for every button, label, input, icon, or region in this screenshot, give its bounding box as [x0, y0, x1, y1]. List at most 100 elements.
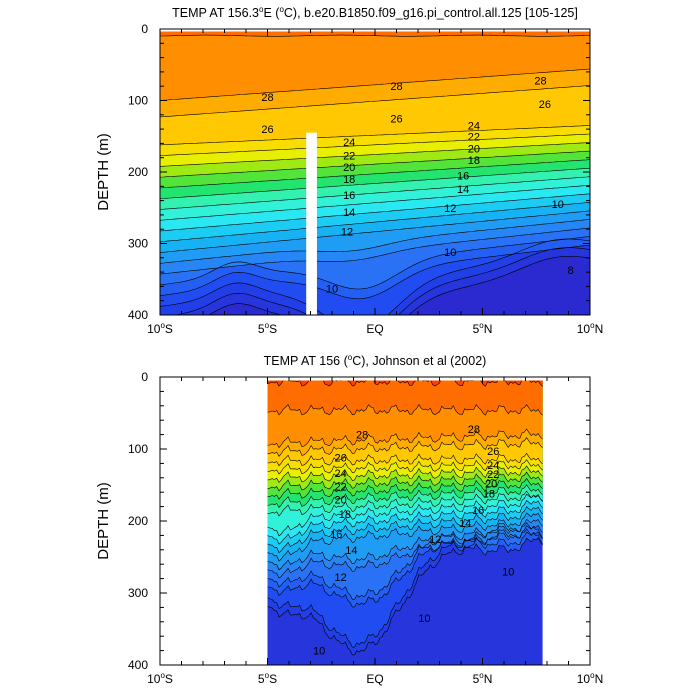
contour-label: 18	[483, 489, 495, 501]
contour-line	[160, 202, 590, 243]
contour-line	[267, 518, 543, 571]
contour-label: 16	[330, 529, 342, 541]
contour-label: 10	[326, 284, 338, 296]
contour-line	[267, 500, 543, 545]
contour-line	[267, 525, 543, 579]
contour-label: 12	[334, 572, 346, 584]
masked-column	[306, 132, 317, 315]
contour-label: 10	[418, 613, 430, 625]
contour-label: 16	[457, 171, 469, 183]
contour-label: 22	[343, 151, 355, 163]
contour-label: 28	[534, 75, 546, 87]
contour-label: 28	[390, 81, 402, 93]
contour-label: 22	[487, 469, 499, 481]
contour-line	[267, 452, 543, 467]
contour-line	[160, 159, 590, 189]
contour-label: 24	[334, 468, 346, 480]
contour-line	[267, 403, 543, 416]
contour-label: 8	[568, 265, 574, 277]
x-tick-label: 5oS	[258, 321, 277, 336]
y-tick-label: 300	[128, 586, 148, 600]
contour-label: 26	[261, 124, 273, 136]
contour-line	[160, 184, 590, 221]
contour-label: 14	[343, 207, 355, 219]
contour-line	[267, 465, 543, 483]
contour-label: 12	[444, 203, 456, 215]
contour-label: 14	[459, 518, 471, 530]
contour-label: 12	[341, 226, 353, 238]
y-tick-label: 100	[128, 94, 148, 108]
contour-line	[160, 193, 590, 232]
contour-line	[160, 236, 590, 290]
contour-line	[267, 459, 543, 475]
contour-label: 24	[343, 137, 355, 149]
contour-label: 18	[468, 155, 480, 167]
contour-label: 18	[339, 509, 351, 521]
contour-label: 16	[472, 505, 484, 517]
x-tick-label: 10oS	[147, 321, 173, 336]
x-tick-label: 10oN	[577, 321, 603, 336]
contour-label: 18	[343, 174, 355, 186]
contour-label: 24	[468, 121, 480, 133]
contour-line	[160, 238, 590, 316]
contour-label: 26	[390, 113, 402, 125]
contour-line	[160, 85, 590, 118]
y-tick-label: 200	[128, 165, 148, 179]
contour-line	[267, 493, 543, 537]
contour-line	[173, 247, 590, 316]
contour-line	[267, 537, 543, 608]
contour-label: 26	[487, 446, 499, 458]
contour-band	[267, 380, 543, 387]
contour-line	[267, 512, 543, 562]
x-tick-label: 10oS	[147, 671, 173, 686]
contour-line	[267, 437, 543, 457]
contour-line	[160, 125, 590, 146]
contour-line	[160, 150, 590, 178]
chart-title: TEMP AT 156 (oC), Johnson et al (2002)	[264, 353, 487, 368]
contour-field: 28 28262624242222202018181616141412121010…	[267, 380, 543, 665]
panel-observations: 28 28262624242222202018181616141412121010…	[95, 353, 603, 686]
contour-line	[160, 210, 590, 253]
y-tick-label: 400	[128, 658, 148, 672]
contour-label: 14	[457, 184, 469, 196]
contour-label: 12	[429, 534, 441, 546]
contour-label: 28	[356, 430, 368, 442]
contour-label: 10	[552, 199, 564, 211]
contour-line	[267, 477, 543, 500]
y-tick-label: 200	[128, 514, 148, 528]
contour-line	[160, 227, 590, 275]
contour-line	[267, 484, 543, 509]
contour-label: 10	[502, 566, 514, 578]
contour-label: 16	[343, 190, 355, 202]
contour-line	[267, 490, 543, 517]
contour-label: 20	[334, 494, 346, 506]
contour-label: 22	[468, 131, 480, 143]
contour-label: 28	[261, 92, 273, 104]
x-tick-label: 5oN	[473, 321, 493, 336]
x-tick-label: EQ	[366, 672, 383, 686]
contour-label: 10	[313, 646, 325, 658]
contour-line	[267, 380, 543, 387]
y-tick-label: 0	[141, 370, 148, 384]
contour-label: 20	[485, 479, 497, 491]
contour-line	[160, 167, 590, 199]
contour-label: 10	[444, 247, 456, 259]
x-tick-label: 5oS	[258, 671, 277, 686]
x-tick-label: 10oN	[577, 671, 603, 686]
chart-title: TEMP AT 156.3oE (oC), b.e20.B1850.f09_g1…	[172, 5, 578, 20]
contour-label: 26	[334, 453, 346, 465]
contour-line	[267, 528, 543, 656]
y-axis-label: DEPTH (m)	[95, 482, 112, 560]
contour-label: 20	[468, 143, 480, 155]
contour-label: 28	[468, 424, 480, 436]
contour-line	[160, 244, 590, 300]
y-tick-label: 300	[128, 237, 148, 251]
y-tick-label: 400	[128, 308, 148, 322]
contour-label: 22	[334, 481, 346, 493]
contour-line	[160, 219, 590, 264]
y-tick-label: 100	[128, 442, 148, 456]
contour-label: 24	[487, 460, 499, 472]
